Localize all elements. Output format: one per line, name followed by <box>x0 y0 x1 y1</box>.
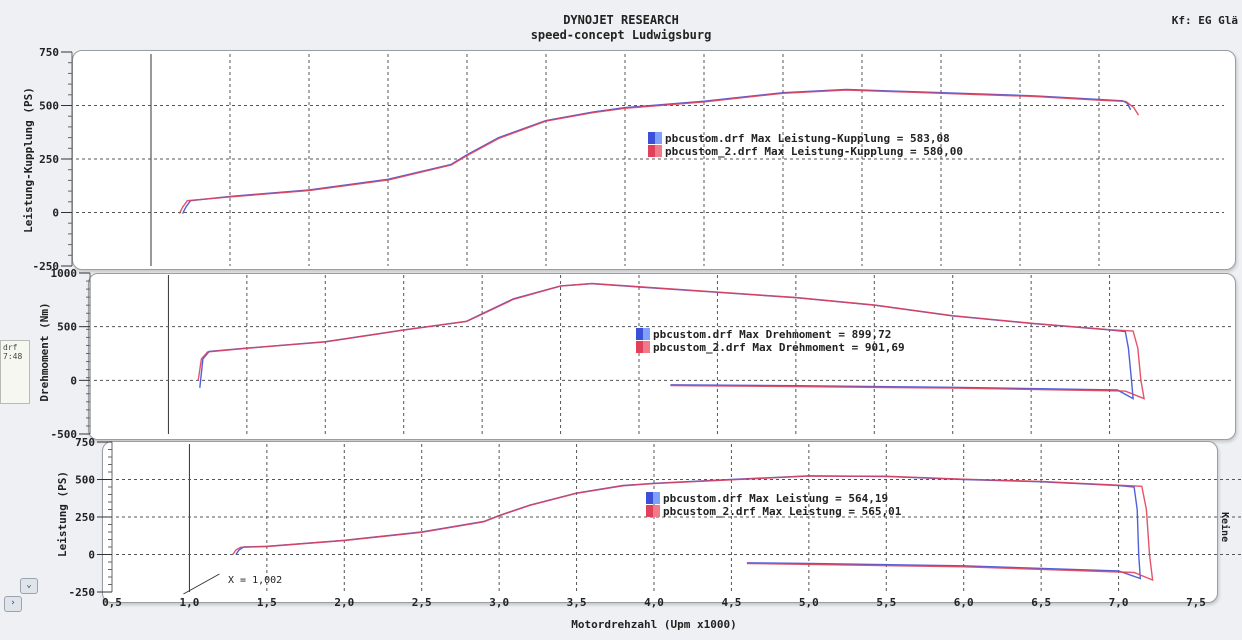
y-tick-label: -500 <box>51 428 78 441</box>
x-tick-label: 3,5 <box>567 596 587 609</box>
legend-swatch-left <box>646 505 653 517</box>
report-title: DYNOJET RESEARCH <box>563 13 679 27</box>
x-tick-label: 2,5 <box>412 596 432 609</box>
x-tick-label: 1,0 <box>179 596 199 609</box>
legend-swatch-1 <box>648 132 662 144</box>
x-tick-label: 3,0 <box>489 596 509 609</box>
y-tick-label: -250 <box>69 586 96 599</box>
legend-swatch-right <box>653 492 660 504</box>
legend-label-1: pbcustom.drf Max Drehmoment = 899,72 <box>653 328 891 341</box>
y-tick-label: 500 <box>57 321 77 334</box>
legend-swatch-2 <box>636 341 650 353</box>
legend-label-1: pbcustom.drf Max Leistung-Kupplung = 583… <box>665 132 950 145</box>
legend-swatch-right <box>643 341 650 353</box>
x-tick-label: 7,0 <box>1109 596 1129 609</box>
series-line-2 <box>232 475 1154 582</box>
corner-label: Kf: EG Glä <box>1171 14 1238 27</box>
legend-swatch-1 <box>646 492 660 504</box>
legend-label-2: pbcustom_2.drf Max Leistung = 565,01 <box>663 505 902 518</box>
file-side-time: 7:48 <box>3 352 23 361</box>
legend-swatch-left <box>636 328 643 340</box>
y-tick-label: -250 <box>33 260 60 273</box>
file-side-tab[interactable]: drf 7:48 <box>0 340 30 404</box>
series-line-2 <box>197 282 1146 400</box>
chevron-down-icon[interactable]: ⌄ <box>20 578 38 594</box>
x-tick-label: 5,5 <box>876 596 896 609</box>
x-tick-label: 7,5 <box>1186 596 1206 609</box>
y-axis-label: Leistung-Kupplung (PS) <box>22 87 35 233</box>
x-tick-label: 1,5 <box>257 596 277 609</box>
legend-swatch-1 <box>636 328 650 340</box>
x-tick-label: 5,0 <box>799 596 819 609</box>
legend-toggle[interactable]: Keine <box>1219 512 1230 543</box>
chevron-right-icon[interactable]: › <box>4 596 22 612</box>
y-tick-label: 0 <box>52 207 59 220</box>
y-tick-label: 0 <box>70 374 77 387</box>
file-side-label: drf <box>3 343 18 352</box>
y-tick-label: 250 <box>39 153 59 166</box>
torque-panel <box>88 273 1236 440</box>
legend-swatch-right <box>643 328 650 340</box>
cursor-readout: X = 1,002 <box>228 575 283 586</box>
y-tick-label: 750 <box>39 46 59 59</box>
y-tick-label: 500 <box>39 100 59 113</box>
legend-label-2: pbcustom_2.drf Max Leistung-Kupplung = 5… <box>665 145 963 158</box>
legend-swatch-right <box>655 145 662 157</box>
legend-swatch-2 <box>646 505 660 517</box>
legend-label-1: pbcustom.drf Max Leistung = 564,19 <box>663 492 888 505</box>
legend-label-2: pbcustom_2.drf Max Drehmoment = 901,69 <box>653 341 905 354</box>
y-axis-label: Drehmoment (Nm) <box>38 302 51 401</box>
y-tick-label: 750 <box>75 436 95 449</box>
legend-swatch-left <box>648 145 655 157</box>
legend-swatch-right <box>655 132 662 144</box>
chart-1: 750 500 250 0 -250 Leistung-Kupplung (PS) pbcu… <box>22 46 1224 273</box>
x-tick-label: 0,5 <box>102 596 122 609</box>
y-tick-label: 250 <box>75 511 95 524</box>
y-tick-label: 1000 <box>51 267 78 280</box>
legend-swatch-right <box>653 505 660 517</box>
power-clutch-panel <box>72 50 1236 270</box>
legend-swatch-left <box>646 492 653 504</box>
report-subtitle: speed-concept Ludwigsburg <box>530 28 712 42</box>
y-tick-label: 0 <box>88 549 95 562</box>
x-tick-label: 6,0 <box>954 596 974 609</box>
x-tick-label: 6,5 <box>1031 596 1051 609</box>
cursor-pointer-line <box>183 573 220 595</box>
chart-2: 1000 500 0 -500 Drehmoment (Nm) pbcustom.drf … <box>38 267 1234 441</box>
legend-swatch-left <box>636 341 643 353</box>
series-line-2 <box>178 89 1140 214</box>
y-axis-label: Leistung (PS) <box>56 471 69 557</box>
x-tick-label: 2,0 <box>334 596 354 609</box>
power-panel <box>102 441 1218 603</box>
x-tick-label: 4,5 <box>721 596 741 609</box>
legend-swatch-2 <box>648 145 662 157</box>
chart-3: 750 500 250 0 -250 Leistung (PS) pbcustom.drf … <box>56 436 1242 631</box>
x-axis-label: Motordrehzahl (Upm x1000) <box>571 618 737 631</box>
legend-swatch-left <box>648 132 655 144</box>
x-tick-label: 4,0 <box>644 596 664 609</box>
y-tick-label: 500 <box>75 474 95 487</box>
